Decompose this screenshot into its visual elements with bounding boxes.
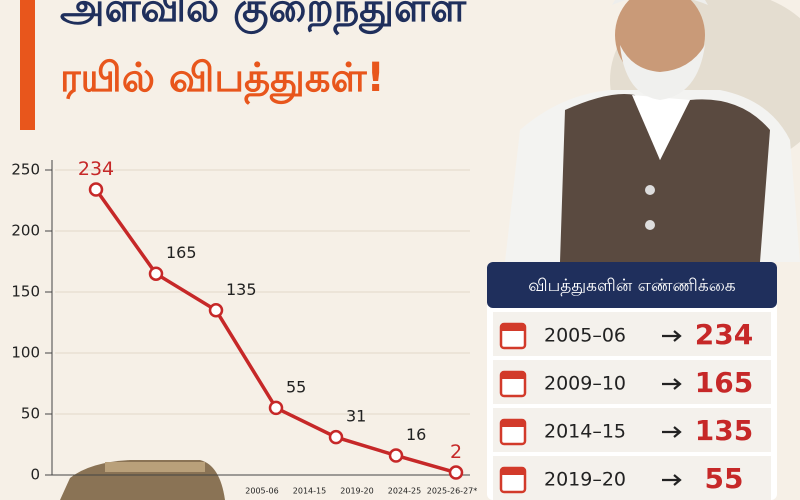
table-row bbox=[493, 408, 771, 452]
x-tick-label: 2005-06 bbox=[245, 487, 278, 496]
row-value: 165 bbox=[695, 366, 753, 399]
count-table: விபத்துகளின் எண்ணிக்கை 2005–06 234 2009–10… bbox=[487, 262, 777, 500]
accent-bar bbox=[20, 0, 35, 130]
table-header bbox=[487, 262, 777, 308]
point bbox=[268, 400, 284, 416]
calendar-icon-top bbox=[501, 468, 525, 475]
calendar-icon-top bbox=[501, 372, 525, 379]
value-label: 165 bbox=[166, 243, 197, 262]
value-label: 16 bbox=[406, 425, 426, 444]
value-label: 31 bbox=[346, 407, 366, 426]
arrow bbox=[662, 474, 682, 486]
y-tick-label: 200 bbox=[11, 222, 40, 240]
point bbox=[328, 429, 344, 445]
row-year: 2009–10 bbox=[544, 373, 626, 395]
arrow bbox=[662, 378, 682, 390]
title-line: அளவில் குறைந்துள்ள bbox=[60, 0, 467, 35]
train-illustration bbox=[60, 460, 225, 500]
row-value: 135 bbox=[695, 414, 753, 447]
value-label: 55 bbox=[286, 377, 306, 396]
table-row bbox=[493, 456, 771, 500]
value-label: 135 bbox=[226, 280, 257, 299]
x-tick-label: 2025-26-27* bbox=[427, 487, 478, 496]
x-tick-label: 2014-15 bbox=[293, 487, 326, 496]
table-row bbox=[493, 312, 771, 356]
x-tick-label: 2019-20 bbox=[340, 487, 373, 496]
calendar-icon-top bbox=[501, 324, 525, 331]
point bbox=[208, 303, 224, 318]
portrait bbox=[505, 0, 800, 262]
row-year: 2014–15 bbox=[544, 421, 626, 443]
row-year: 2019–20 bbox=[544, 469, 626, 491]
row-year: 2005–06 bbox=[544, 325, 626, 347]
title-line: ரயில் விபத்துகள்! bbox=[60, 55, 385, 105]
calendar-icon-top bbox=[501, 420, 525, 427]
line-chart: 0 50 100 150 200 250 2005-06 2014-15 2019-20 2024… bbox=[11, 158, 477, 495]
y-tick-label: 150 bbox=[11, 283, 40, 301]
value-label: 234 bbox=[78, 158, 114, 180]
arrow bbox=[662, 330, 682, 342]
y-tick-label: 0 bbox=[30, 466, 40, 484]
row-value: 55 bbox=[705, 462, 744, 495]
y-tick-label: 50 bbox=[21, 405, 40, 423]
point bbox=[448, 465, 464, 480]
y-tick-label: 100 bbox=[11, 344, 40, 362]
value-label: 2 bbox=[450, 441, 462, 463]
point bbox=[148, 266, 164, 281]
point bbox=[388, 448, 404, 463]
point bbox=[88, 182, 104, 197]
row-value: 234 bbox=[695, 318, 753, 351]
table-header-text: விபத்துகளின் எண்ணிக்கை bbox=[528, 276, 736, 296]
arrow bbox=[662, 426, 682, 438]
table-row bbox=[493, 360, 771, 404]
x-tick-label: 2024-25 bbox=[388, 487, 421, 496]
y-tick-label: 250 bbox=[11, 161, 40, 179]
